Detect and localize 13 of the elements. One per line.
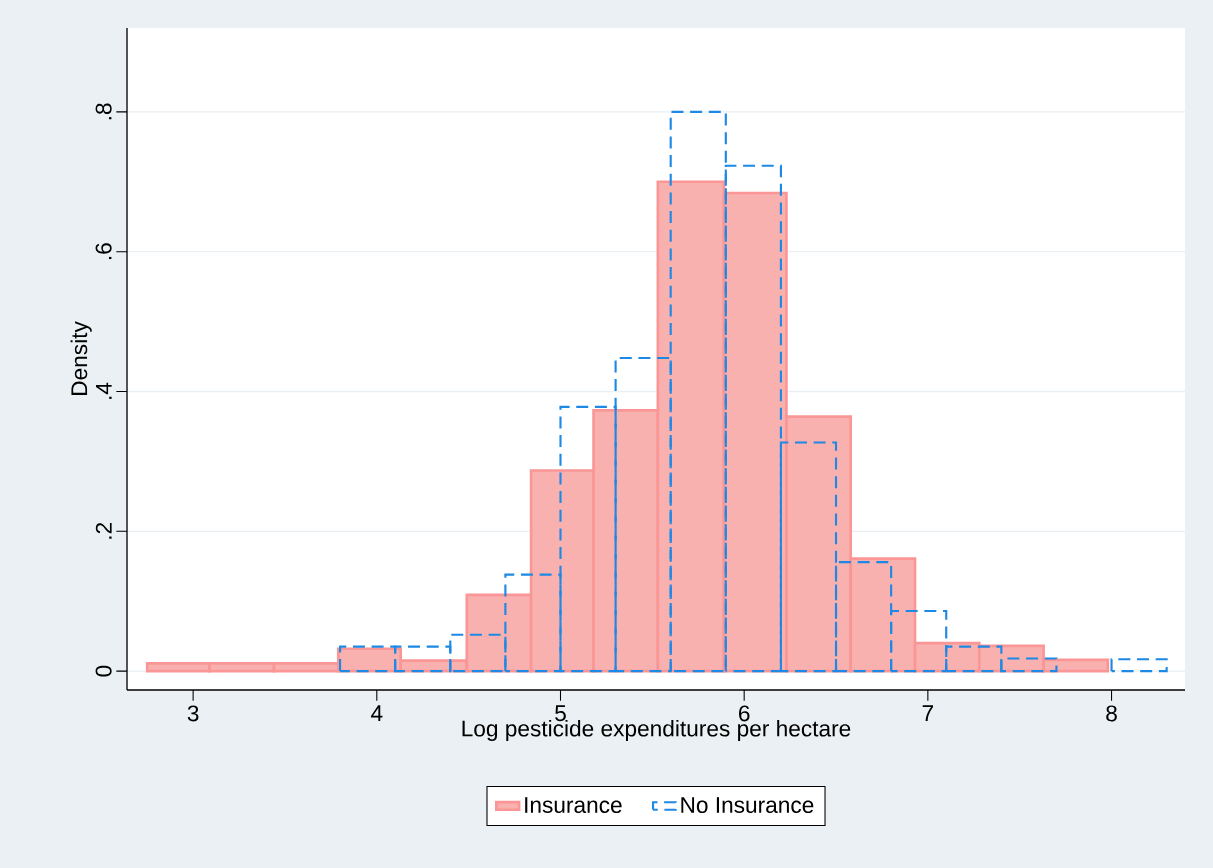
x-tick-label: 4 [371, 705, 383, 721]
y-tick-label: .6 [95, 243, 112, 260]
legend-label: No Insurance [681, 797, 814, 814]
x-tick-label: 8 [1106, 705, 1117, 722]
x-tick-label: 5 [555, 705, 566, 722]
y-tick-label: 0 [95, 665, 112, 677]
y-tick-label: .4 [96, 382, 112, 399]
legend-label: Insurance [525, 797, 622, 814]
y-axis-title: Density [70, 321, 92, 395]
y-tick-label: .8 [95, 103, 112, 120]
x-tick-label: 3 [187, 705, 199, 722]
y-tick-label: .2 [95, 523, 112, 539]
x-tick-label: 7 [922, 705, 934, 721]
